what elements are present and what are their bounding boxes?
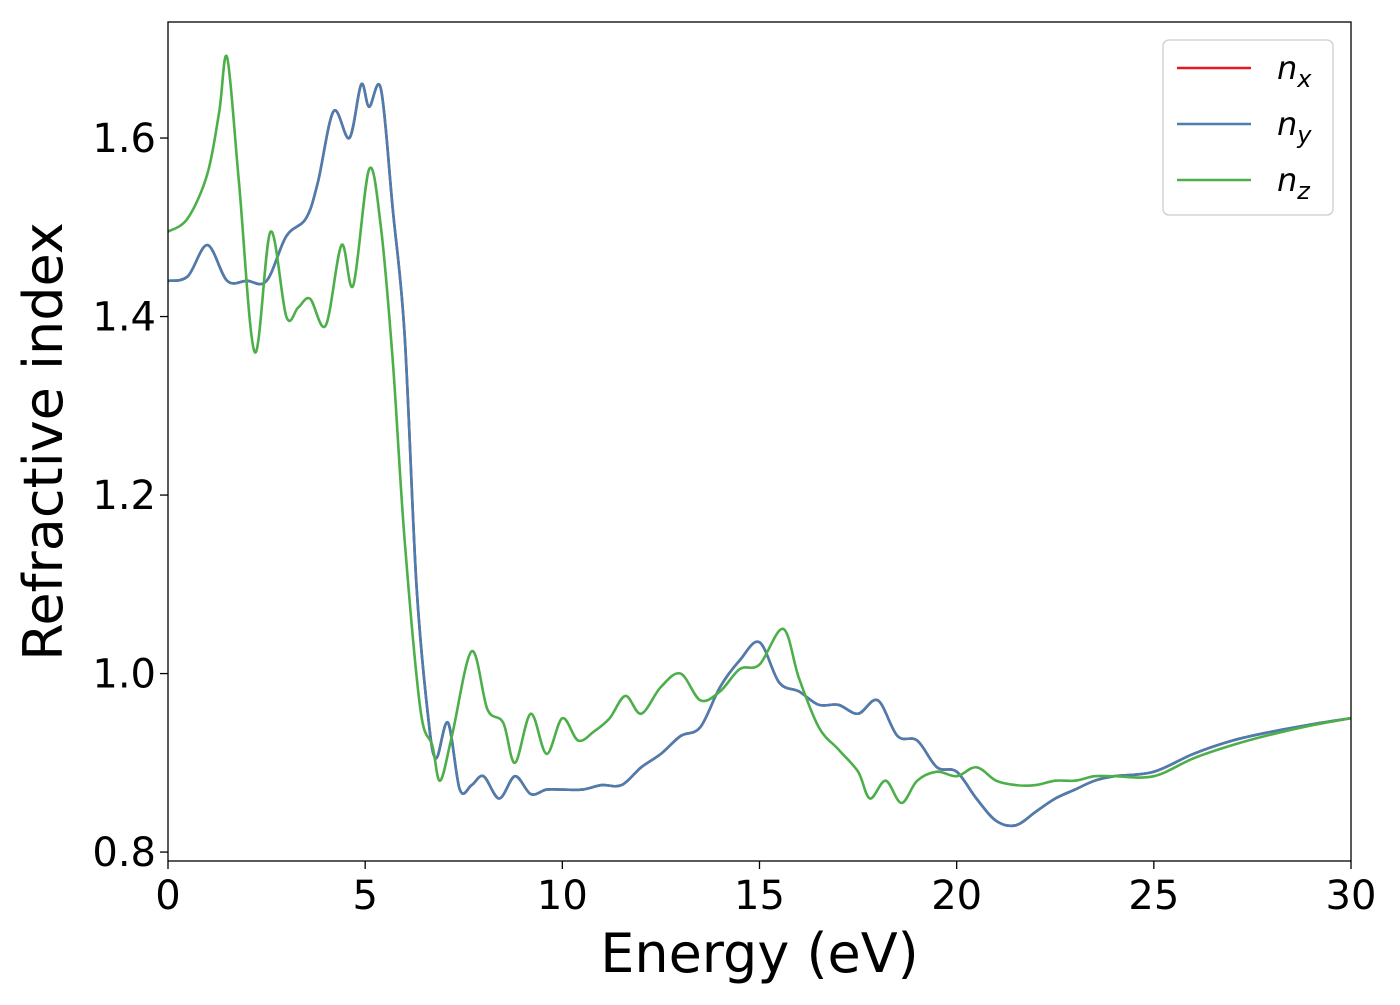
y-tick-label: 0.8	[92, 830, 156, 876]
x-tick-label: 0	[155, 873, 180, 919]
x-tick-label: 20	[931, 873, 982, 919]
x-tick-label: 5	[352, 873, 377, 919]
x-axis-title: Energy (eV)	[600, 922, 919, 985]
axes-layer: 0 5 10 15 20 25 30 0.8 1.0 1.2 1.4 1.6	[92, 21, 1377, 919]
series-line-y	[168, 82, 1351, 828]
legend-box	[1162, 39, 1334, 216]
x-tick-label: 15	[734, 873, 785, 919]
y-tick-label: 1.4	[92, 295, 156, 341]
x-tick-label: 10	[537, 873, 588, 919]
y-tick-label: 1.2	[92, 473, 156, 519]
legend-label-y: ny	[1277, 105, 1312, 149]
y-axis-title: Refractive index	[12, 222, 75, 661]
x-tick-label: 25	[1128, 873, 1179, 919]
series-line-z	[168, 54, 1351, 805]
y-tick-label: 1.6	[92, 116, 156, 162]
legend-label-x: nx	[1277, 49, 1312, 93]
legend: nx ny nz	[1162, 39, 1334, 216]
legend-label-z: nz	[1277, 161, 1311, 205]
series-layer	[168, 54, 1351, 828]
y-tick-label: 1.0	[92, 652, 156, 698]
x-tick-label: 30	[1326, 873, 1377, 919]
